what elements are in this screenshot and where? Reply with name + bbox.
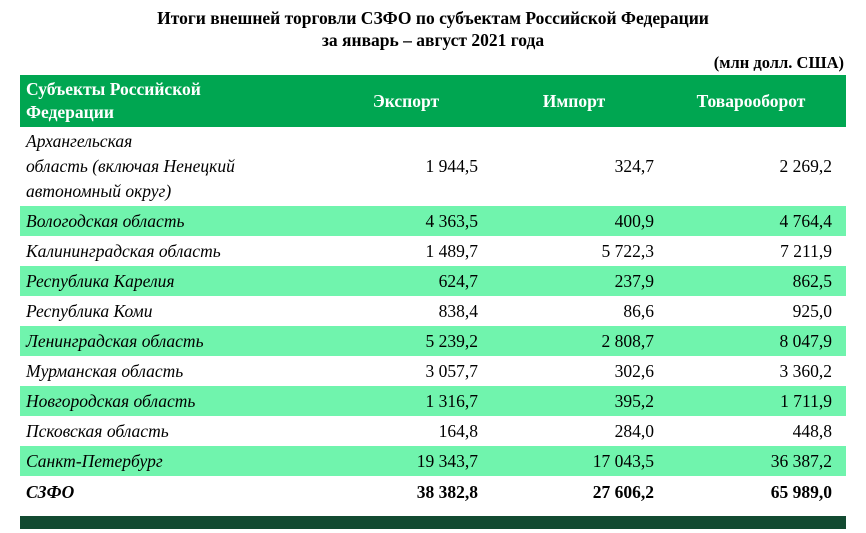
page-title-line1: Итоги внешней торговли СЗФО по субъектам… [157,8,709,28]
import-value: 324,7 [614,156,654,176]
import-value: 5 722,3 [601,240,655,261]
export-value: 5 239,2 [425,330,479,351]
export-value: 3 057,7 [425,360,479,381]
export-value: 1 316,7 [425,390,479,411]
table-row: Санкт-Петербург 19 343,7 17 043,5 36 387… [20,446,846,476]
turnover-value: 4 764,4 [779,210,833,231]
import-value: 2 808,7 [601,330,655,351]
export-value: 624,7 [438,270,478,291]
export-value: 164,8 [438,420,478,441]
table-header-row: Субъекты Российской Федерации Экспорт Им… [20,75,846,127]
table-row: Мурманская область 3 057,7 302,6 3 360,2 [20,356,846,386]
table-row: Вологодская область 4 363,5 400,9 4 764,… [20,206,846,236]
table-row: Республика Карелия 624,7 237,9 862,5 [20,266,846,296]
table-row: Архангельская область (включая Ненецкий … [20,127,846,206]
export-value: 4 363,5 [425,210,479,231]
import-value: 302,6 [614,360,654,381]
table-body: Архангельская область (включая Ненецкий … [20,127,846,476]
import-value: 17 043,5 [592,450,654,471]
trade-table: Субъекты Российской Федерации Экспорт Им… [20,75,846,508]
import-value: 237,9 [614,270,654,291]
table-row: Ленинградская область 5 239,2 2 808,7 8 … [20,326,846,356]
export-value: 19 343,7 [416,450,478,471]
table-row: Псковская область 164,8 284,0 448,8 [20,416,846,446]
region-name: Псковская область [26,420,169,441]
import-value: 86,6 [623,300,654,321]
region-name: Архангельская область (включая Ненецкий … [26,131,235,201]
total-export-value: 38 382,8 [416,481,478,502]
total-import-value: 27 606,2 [592,481,654,502]
table-row: Новгородская область 1 316,7 395,2 1 711… [20,386,846,416]
region-name: Санкт-Петербург [26,450,163,471]
import-value: 395,2 [614,390,654,411]
column-header-export: Экспорт [372,90,440,111]
turnover-value: 448,8 [792,420,832,441]
unit-note: (млн долл. США) [713,53,844,72]
turnover-value: 925,0 [792,300,832,321]
turnover-value: 2 269,2 [779,156,833,176]
region-name: Мурманская область [26,360,184,381]
footer-bar [20,516,846,529]
region-name: Ленинградская область [26,330,204,351]
table-total-row: СЗФО 38 382,8 27 606,2 65 989,0 [20,476,846,508]
region-name: Новгородская область [26,390,196,411]
column-header-import: Импорт [542,90,606,111]
total-turnover-value: 65 989,0 [770,481,832,502]
total-row-label: СЗФО [26,481,75,502]
region-name: Вологодская область [26,210,185,231]
column-header-turnover: Товарооборот [696,90,806,111]
import-value: 400,9 [614,210,654,231]
turnover-value: 862,5 [792,270,832,291]
turnover-value: 7 211,9 [780,240,832,261]
import-value: 284,0 [614,420,654,441]
turnover-value: 8 047,9 [779,330,833,351]
export-value: 1 489,7 [425,240,479,261]
export-value: 838,4 [438,300,478,321]
turnover-value: 3 360,2 [779,360,833,381]
turnover-value: 1 711,9 [780,390,832,411]
page-title-line2: за январь – август 2021 года [321,30,545,50]
table-row: Республика Коми 838,4 86,6 925,0 [20,296,846,326]
turnover-value: 36 387,2 [770,450,832,471]
title-block: Итоги внешней торговли СЗФО по субъектам… [0,0,866,51]
region-name: Калининградская область [26,240,221,261]
region-name: Республика Карелия [26,270,175,291]
region-name: Республика Коми [26,300,153,321]
column-header-subjects: Субъекты Российской Федерации [26,79,201,122]
table-row: Калининградская область 1 489,7 5 722,3 … [20,236,846,266]
export-value: 1 944,5 [425,156,479,176]
